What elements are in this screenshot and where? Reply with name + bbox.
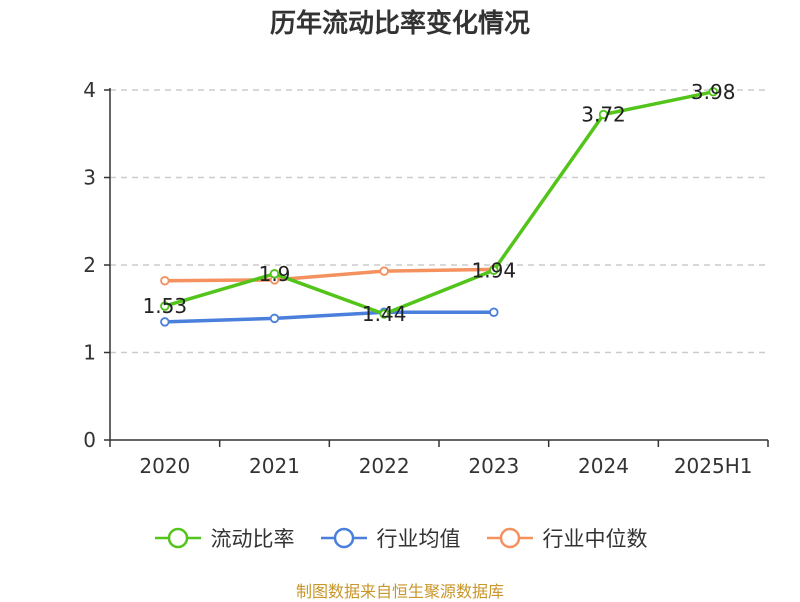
x-tick-label-2021: 2021: [249, 454, 300, 478]
data-point-2-2022[interactable]: [379, 266, 389, 276]
axes: 0 1 2 3 4 2020 2021 2022 2023 2024 2025H1: [83, 78, 769, 478]
data-label-2020: 1.53: [143, 294, 188, 318]
data-point-0-2024[interactable]: [598, 109, 609, 120]
series-line-2: [163, 267, 496, 283]
chart-title: 历年流动比率变化情况: [269, 9, 530, 39]
data-label-2025H1: 3.98: [691, 80, 736, 104]
legend-item-1[interactable]: 行业均值: [319, 523, 461, 553]
data-point-0-2020[interactable]: [160, 301, 170, 311]
legend-label-1: 行业均值: [376, 527, 461, 551]
legend-label-2: 行业中位数: [542, 527, 648, 551]
data-point-2-2020[interactable]: [160, 276, 170, 286]
x-tick-label-2024: 2024: [578, 454, 629, 478]
data-point-0-2025H1[interactable]: [708, 87, 718, 97]
legend-item-0[interactable]: 流动比率: [153, 523, 295, 553]
legend-label-0: 流动比率: [210, 527, 295, 551]
y-tick-label-4: 4: [83, 78, 96, 102]
source-note: 制图数据来自恒生聚源数据库: [295, 582, 504, 601]
data-point-0-2023[interactable]: [489, 265, 499, 275]
x-tick-label-2023: 2023: [468, 454, 519, 478]
y-tick-label-1: 1: [83, 341, 96, 365]
legend-symbol-2: [486, 527, 533, 549]
data-point-0-2022[interactable]: [379, 309, 389, 319]
legend-symbol-0: [154, 527, 201, 549]
y-tick-label-2: 2: [83, 253, 96, 277]
data-point-1-2021[interactable]: [269, 313, 280, 324]
x-tick-label-2020: 2020: [139, 454, 190, 478]
y-tick-label-0: 0: [83, 428, 96, 452]
legend-item-2[interactable]: 行业中位数: [485, 523, 648, 553]
x-tick-label-2025H1: 2025H1: [674, 454, 753, 478]
legend-symbol-1: [320, 527, 367, 549]
data-label-2024: 3.72: [581, 103, 626, 127]
y-tick-label-3: 3: [83, 166, 96, 190]
data-label-2023: 1.94: [472, 258, 517, 282]
data-point-1-2023[interactable]: [489, 307, 499, 317]
data-label-2022: 1.44: [362, 302, 407, 326]
legend: 流动比率 行业均值 行业中位数: [0, 518, 800, 558]
series-lines: [160, 87, 718, 327]
x-tick-label-2022: 2022: [359, 454, 410, 478]
data-point-1-2020[interactable]: [160, 317, 170, 327]
data-labels: 1.53 1.9 1.44 1.94 3.72 3.98: [143, 80, 736, 326]
data-label-2021: 1.9: [259, 262, 291, 286]
series-line-1: [163, 310, 496, 324]
series-line-0: [163, 90, 715, 316]
data-point-0-2021[interactable]: [269, 269, 280, 279]
